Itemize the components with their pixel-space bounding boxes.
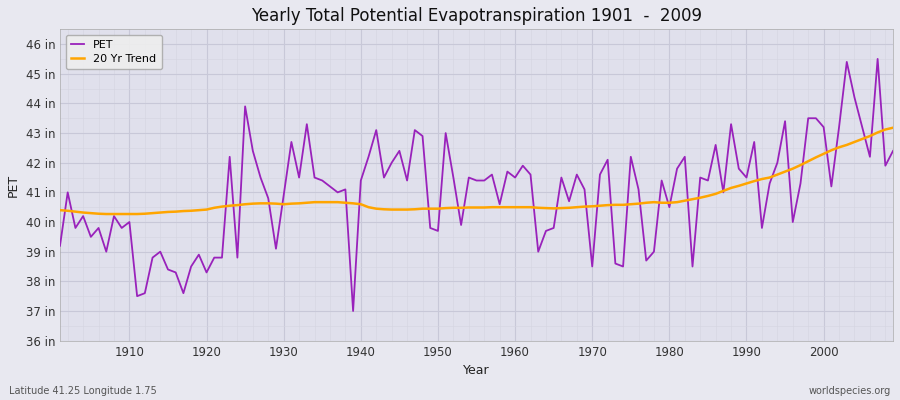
- 20 Yr Trend: [340, 200, 351, 205]
- PET: [286, 140, 297, 144]
- PET: [509, 175, 520, 180]
- PET: [55, 243, 66, 248]
- Title: Yearly Total Potential Evapotranspiration 1901  -  2009: Yearly Total Potential Evapotranspiratio…: [251, 7, 702, 25]
- 20 Yr Trend: [509, 205, 520, 210]
- 20 Yr Trend: [887, 125, 898, 130]
- X-axis label: Year: Year: [464, 364, 490, 377]
- PET: [347, 308, 358, 313]
- Text: Latitude 41.25 Longitude 1.75: Latitude 41.25 Longitude 1.75: [9, 386, 157, 396]
- 20 Yr Trend: [124, 212, 135, 216]
- 20 Yr Trend: [518, 205, 528, 210]
- Legend: PET, 20 Yr Trend: PET, 20 Yr Trend: [66, 35, 162, 70]
- Text: worldspecies.org: worldspecies.org: [809, 386, 891, 396]
- 20 Yr Trend: [293, 201, 304, 206]
- 20 Yr Trend: [55, 208, 66, 212]
- PET: [872, 56, 883, 61]
- PET: [887, 148, 898, 153]
- Y-axis label: PET: PET: [7, 173, 20, 196]
- PET: [610, 261, 621, 266]
- Line: 20 Yr Trend: 20 Yr Trend: [60, 128, 893, 214]
- Line: PET: PET: [60, 59, 893, 311]
- PET: [116, 226, 127, 230]
- PET: [332, 190, 343, 195]
- 20 Yr Trend: [610, 202, 621, 207]
- 20 Yr Trend: [101, 212, 112, 216]
- PET: [518, 163, 528, 168]
